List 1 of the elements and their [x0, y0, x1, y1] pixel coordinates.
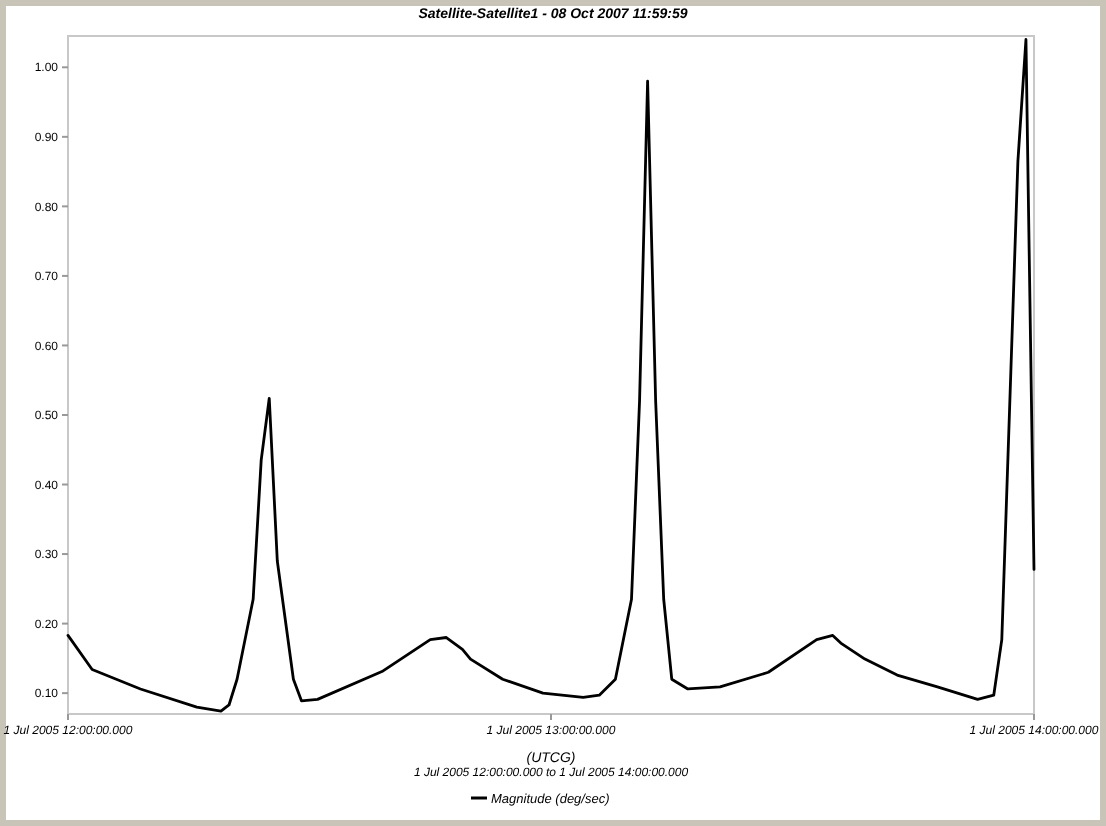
line-series — [66, 38, 1036, 713]
